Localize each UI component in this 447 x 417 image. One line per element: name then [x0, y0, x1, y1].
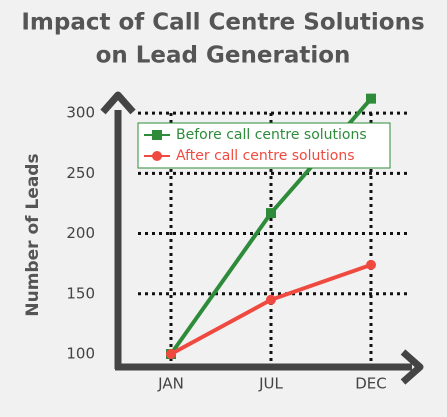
x-tick-label: JAN: [157, 375, 184, 393]
legend-label: Before call centre solutions: [176, 127, 367, 143]
plot: [166, 93, 376, 359]
x-tick-label: JUL: [258, 375, 283, 393]
y-tick-label: 150: [66, 284, 95, 302]
legend: Before call centre solutions After call c…: [137, 122, 391, 169]
grid: [138, 111, 410, 362]
point: [166, 349, 176, 359]
chart-title: Impact of Call Centre Solutions: [21, 10, 424, 36]
x-axis-arrow: [400, 349, 424, 385]
y-tick-label: 100: [66, 345, 95, 363]
legend-marker: [152, 151, 162, 161]
point: [366, 259, 376, 270]
y-tick-label: 250: [66, 164, 95, 182]
chart-subtitle: on Lead Generation: [96, 43, 351, 69]
axes: [100, 91, 424, 385]
point: [266, 208, 276, 219]
point: [266, 294, 276, 305]
y-tick-label: 200: [66, 224, 95, 242]
legend-label: After call centre solutions: [176, 148, 355, 164]
x-tick-label: DEC: [355, 375, 387, 393]
y-axis-arrow: [100, 91, 136, 115]
point: [366, 93, 376, 104]
legend-marker: [152, 130, 162, 140]
legend-box: [137, 122, 391, 169]
y-tick-label: 300: [66, 104, 95, 122]
y-axis-label: Number of Leads: [23, 153, 43, 316]
